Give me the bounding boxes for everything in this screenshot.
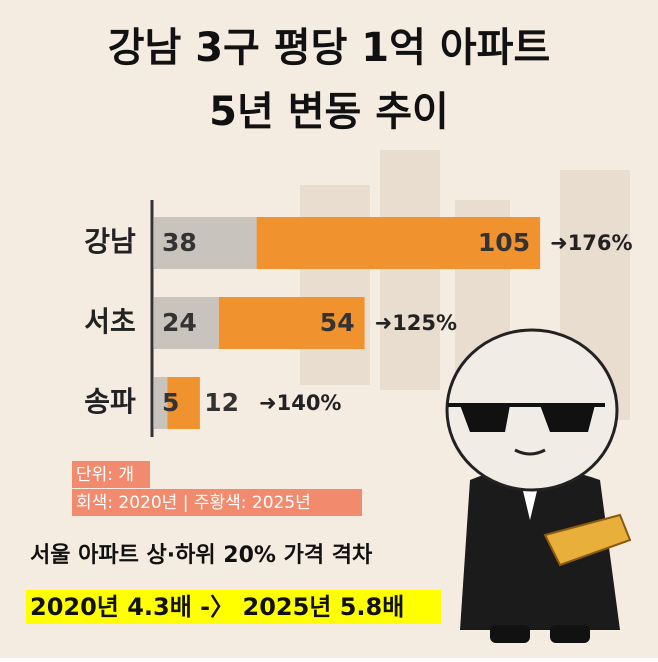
subtitle: 서울 아파트 상·하위 20% 가격 격차 (30, 543, 373, 568)
category-label: 송파 (84, 385, 136, 418)
value-label: 24 (162, 308, 197, 337)
bar-segment (218, 297, 365, 349)
category-label: 서초 (84, 305, 136, 338)
bar-segment (256, 217, 541, 269)
change-label: ➜125% (375, 311, 457, 335)
character (445, 328, 632, 643)
bar-segment (154, 217, 257, 269)
category-label: 강남 (84, 225, 136, 258)
value-label: 54 (320, 308, 355, 337)
title: 5년 변동 추이 (209, 89, 449, 135)
bar-segment (154, 377, 168, 429)
title: 강남 3구 평당 1억 아파트 (108, 25, 551, 71)
value-label: 105 (478, 228, 530, 257)
note: 회색: 2020년 | 주황색: 2025년 (76, 493, 311, 513)
change-label: ➜140% (259, 391, 341, 415)
value-label: 5 (162, 388, 179, 417)
bar-segment (167, 377, 200, 429)
value-label: 12 (204, 388, 239, 417)
highlight-bg (26, 590, 441, 624)
change-label: ➜176% (550, 231, 632, 255)
bar-segment (154, 297, 219, 349)
note-bg (72, 461, 150, 488)
highlight: 2020년 4.3배 -〉 2025년 5.8배 (30, 593, 404, 621)
note-bg (72, 489, 362, 516)
note: 단위: 개 (76, 465, 134, 485)
value-label: 38 (162, 228, 197, 257)
